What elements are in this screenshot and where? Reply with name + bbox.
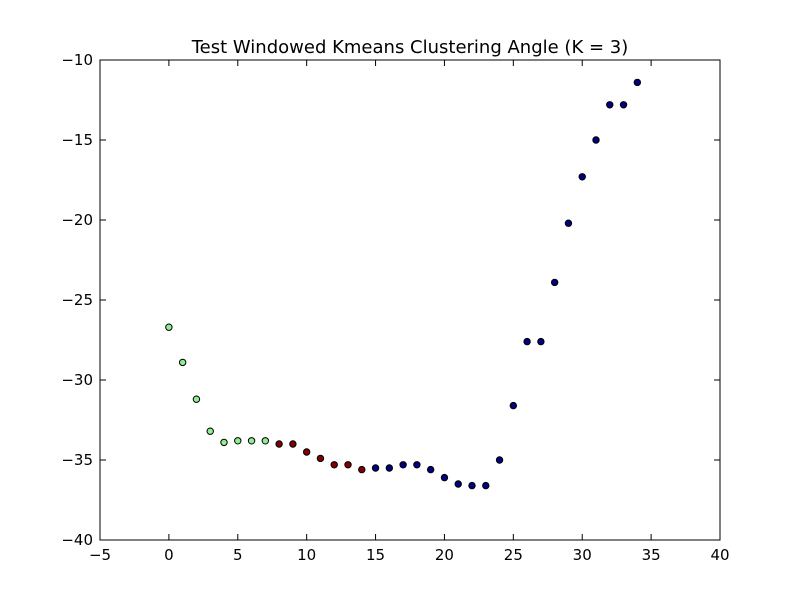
x-tick-label: 5 — [233, 546, 243, 564]
data-point — [592, 136, 600, 144]
data-point — [275, 440, 283, 448]
x-tick-label: 30 — [573, 546, 592, 564]
axis-ticks: −5 0 5 10 15 20 25 30 35 40 −40 −35 −30 −25 −20 −15 −10 — [61, 51, 729, 564]
data-point — [633, 78, 642, 87]
data-point — [261, 437, 270, 445]
data-point — [482, 481, 490, 490]
data-point — [619, 101, 628, 109]
data-point — [192, 395, 201, 403]
x-tick-label: 20 — [435, 546, 454, 564]
chart-title: Test Windowed Kmeans Clustering Angle (K… — [191, 37, 629, 58]
y-tick-label: −35 — [61, 451, 93, 469]
data-point — [371, 464, 380, 472]
data-point — [358, 465, 366, 474]
data-point — [289, 440, 297, 448]
data-point — [523, 337, 531, 346]
y-tick-label: −10 — [61, 51, 93, 69]
data-point — [399, 461, 407, 469]
x-tick-label: 35 — [642, 546, 661, 564]
x-tick-label: 40 — [710, 546, 729, 564]
data-point — [550, 278, 559, 287]
data-point — [316, 454, 325, 463]
data-point — [302, 448, 311, 456]
x-tick-label: 25 — [504, 546, 523, 564]
plot-frame — [99, 59, 721, 541]
data-point — [413, 461, 421, 469]
x-tick-label: 0 — [164, 546, 174, 564]
data-point — [330, 461, 338, 469]
y-tick-label: −15 — [61, 131, 93, 149]
data-point — [165, 323, 173, 331]
data-point — [206, 427, 214, 435]
y-tick-label: −40 — [61, 531, 93, 549]
data-point — [440, 473, 449, 482]
data-point — [454, 480, 462, 488]
data-point — [426, 465, 435, 474]
data-point — [247, 437, 256, 445]
data-point — [385, 464, 394, 472]
data-point — [537, 337, 545, 346]
y-tick-label: −30 — [61, 371, 93, 389]
data-point — [578, 173, 586, 181]
data-point — [509, 401, 518, 410]
data-points — [165, 78, 642, 490]
data-point — [495, 456, 504, 464]
data-point — [564, 219, 573, 227]
data-point — [178, 358, 187, 367]
x-tick-label: 15 — [366, 546, 385, 564]
data-point — [606, 101, 614, 109]
x-tick-label: 10 — [297, 546, 316, 564]
x-tick-label: −5 — [89, 546, 111, 564]
data-point — [468, 481, 476, 490]
data-point — [220, 438, 228, 447]
y-tick-label: −20 — [61, 211, 93, 229]
y-tick-label: −25 — [61, 291, 93, 309]
data-point — [234, 437, 242, 445]
data-point — [344, 461, 352, 469]
